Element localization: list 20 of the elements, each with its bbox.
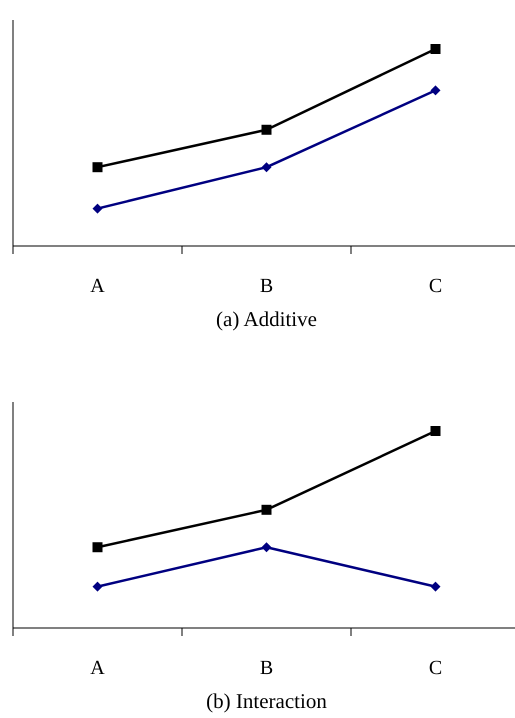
x-tick-label: C [428, 657, 442, 679]
x-tick-label: B [260, 275, 274, 297]
point [262, 542, 272, 552]
point [92, 582, 102, 592]
x-tick-label: C [428, 275, 442, 297]
point [92, 204, 102, 214]
point [262, 504, 272, 515]
x-tick-label: B [260, 657, 274, 679]
x-tick-label: A [90, 275, 106, 297]
point [92, 162, 102, 172]
x-axis-title: (b) Interaction [206, 689, 328, 713]
point [430, 44, 440, 54]
point [262, 124, 272, 135]
x-axis-title: (a) Additive [216, 307, 317, 331]
point [430, 582, 440, 592]
point [92, 542, 102, 552]
x-tick-label: A [90, 657, 106, 679]
point [430, 85, 440, 96]
point [430, 426, 440, 436]
point [262, 162, 272, 172]
